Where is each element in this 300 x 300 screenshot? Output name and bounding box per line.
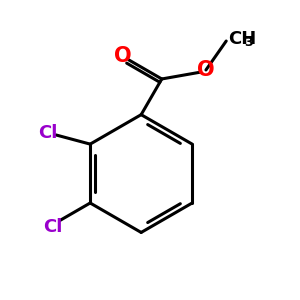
Text: Cl: Cl bbox=[44, 218, 63, 236]
Text: Cl: Cl bbox=[38, 124, 58, 142]
Text: CH: CH bbox=[228, 30, 256, 48]
Text: O: O bbox=[197, 60, 215, 80]
Text: O: O bbox=[114, 46, 132, 66]
Text: 3: 3 bbox=[244, 36, 253, 49]
